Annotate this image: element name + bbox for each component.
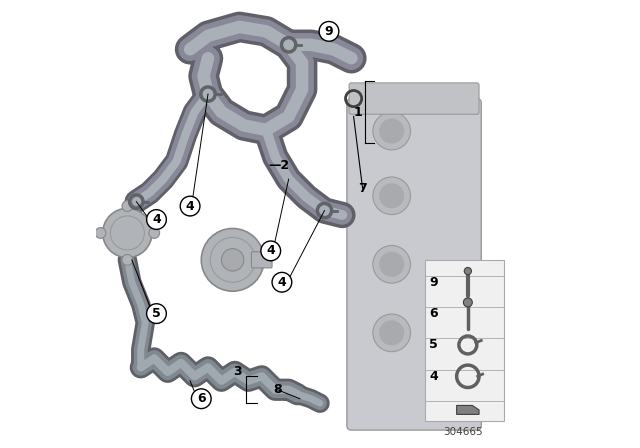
Text: 4: 4 <box>186 199 195 213</box>
Circle shape <box>379 183 404 208</box>
Circle shape <box>379 320 404 345</box>
Circle shape <box>221 249 244 271</box>
Text: 4: 4 <box>278 276 286 289</box>
Text: 1: 1 <box>354 105 362 119</box>
Circle shape <box>373 314 410 352</box>
Text: 3: 3 <box>233 365 242 379</box>
Text: 5: 5 <box>429 338 438 352</box>
Text: 6: 6 <box>429 307 438 320</box>
Circle shape <box>103 208 152 258</box>
FancyBboxPatch shape <box>349 83 479 114</box>
Circle shape <box>180 196 200 216</box>
Text: 9: 9 <box>324 25 333 38</box>
Text: 4: 4 <box>266 244 275 258</box>
Text: 4: 4 <box>152 213 161 226</box>
Circle shape <box>373 246 410 283</box>
Text: 7: 7 <box>358 181 367 195</box>
Circle shape <box>319 22 339 41</box>
Circle shape <box>191 389 211 409</box>
Text: 9: 9 <box>429 276 438 289</box>
Circle shape <box>379 118 404 143</box>
Circle shape <box>110 216 145 250</box>
Circle shape <box>379 252 404 277</box>
Circle shape <box>149 228 159 238</box>
Circle shape <box>210 237 255 282</box>
Circle shape <box>95 228 106 238</box>
Circle shape <box>122 201 132 211</box>
Circle shape <box>464 267 472 275</box>
Circle shape <box>201 228 264 291</box>
Circle shape <box>261 241 280 261</box>
FancyBboxPatch shape <box>425 260 504 421</box>
FancyBboxPatch shape <box>347 99 481 430</box>
Text: 5: 5 <box>152 307 161 320</box>
Text: 304665: 304665 <box>444 427 483 437</box>
FancyBboxPatch shape <box>252 252 272 268</box>
Circle shape <box>272 272 292 292</box>
Text: 8: 8 <box>273 383 282 396</box>
Text: 6: 6 <box>197 392 205 405</box>
Polygon shape <box>457 405 479 414</box>
Circle shape <box>373 177 410 215</box>
Text: 4: 4 <box>429 370 438 383</box>
Text: —2: —2 <box>269 159 290 172</box>
Circle shape <box>147 304 166 323</box>
Circle shape <box>463 298 472 307</box>
Circle shape <box>147 210 166 229</box>
Circle shape <box>373 112 410 150</box>
Circle shape <box>122 254 132 265</box>
